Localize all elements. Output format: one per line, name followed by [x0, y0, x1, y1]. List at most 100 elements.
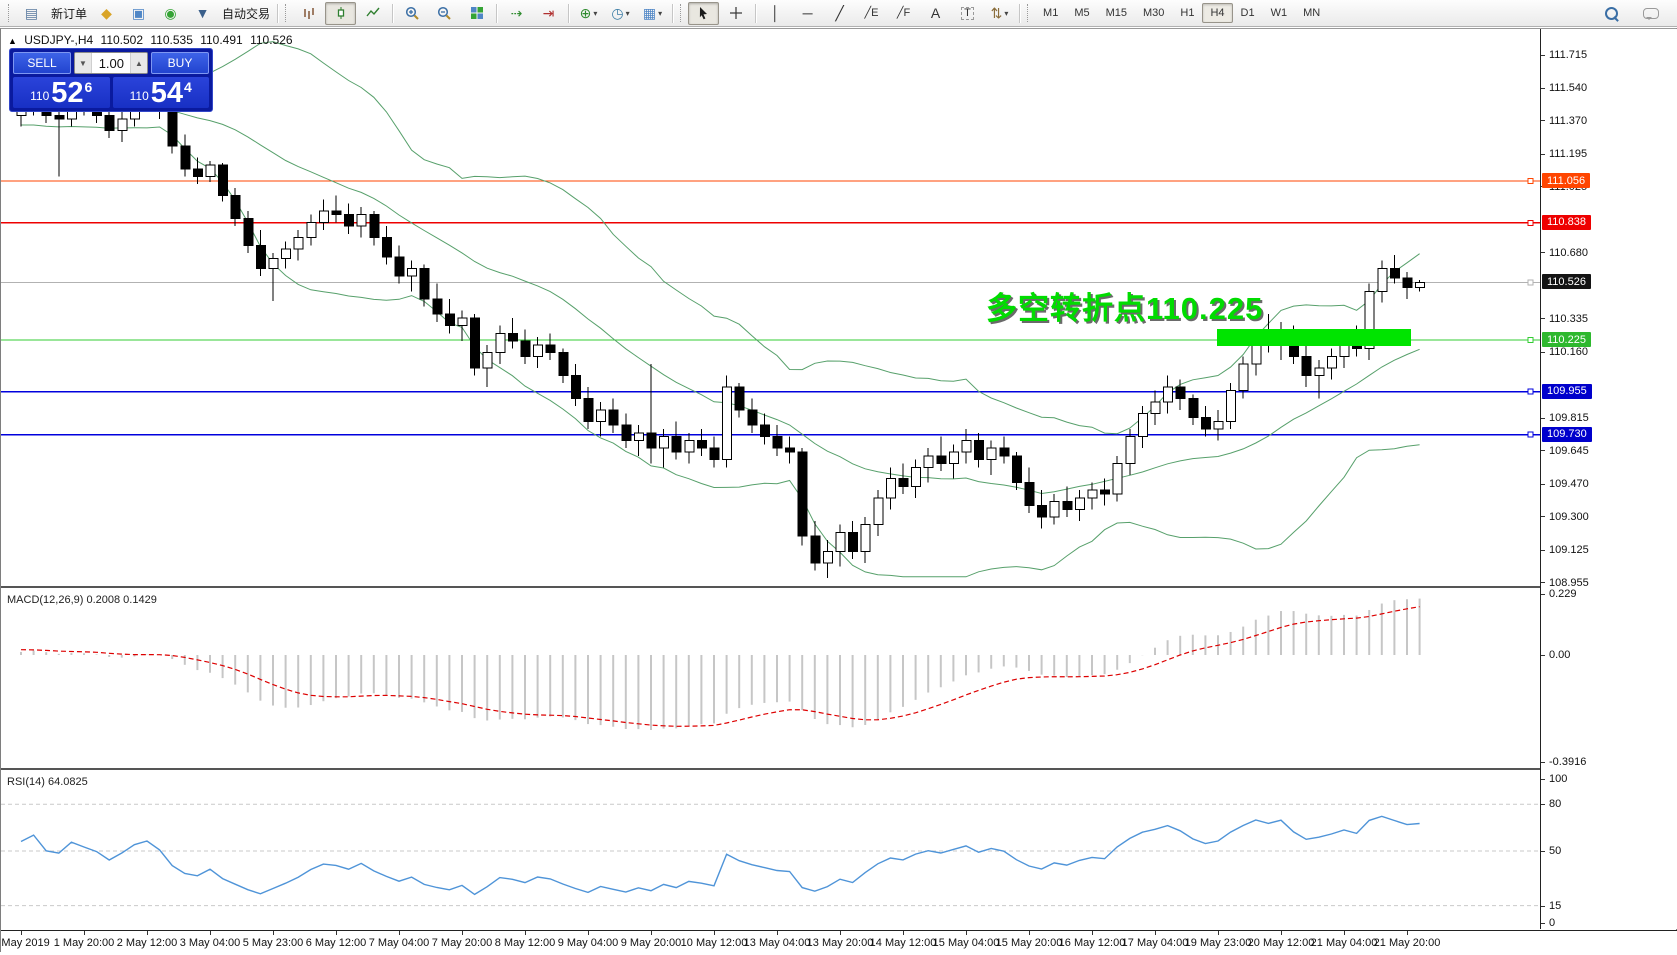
- toolbar-grip: [1027, 4, 1031, 22]
- time-label: 2 May 12:00: [116, 937, 178, 949]
- channel-button[interactable]: ╱E: [856, 2, 887, 25]
- price-chart[interactable]: [1, 29, 1540, 586]
- volume-increase-button[interactable]: ▲: [130, 53, 147, 73]
- price-badge-110.838: 110.838: [1542, 214, 1591, 230]
- timeframe-d1[interactable]: D1: [1240, 7, 1255, 19]
- chat-button[interactable]: [1635, 2, 1666, 25]
- periods-button[interactable]: ◷ ▾: [605, 2, 636, 25]
- candle-bear: [394, 256, 405, 277]
- sell-price-big: 52: [51, 77, 84, 110]
- bollinger-middle-band: [21, 102, 1420, 495]
- macd-panel[interactable]: [1, 590, 1540, 768]
- tile-windows-button[interactable]: [461, 2, 492, 25]
- sell-price-button[interactable]: 110 52 6: [13, 77, 110, 108]
- zoom-out-button[interactable]: [429, 2, 460, 25]
- candle-bear: [785, 447, 796, 453]
- candle-bear: [974, 439, 985, 461]
- candle-bull: [860, 524, 871, 552]
- panel-splitter[interactable]: [1, 768, 1677, 770]
- candle-bull: [1087, 489, 1098, 499]
- terminal-button[interactable]: ▣: [123, 2, 154, 25]
- candle-bull: [495, 332, 506, 353]
- timeframe-m1[interactable]: M1: [1043, 7, 1059, 19]
- volume-decrease-button[interactable]: ▼: [75, 53, 92, 73]
- new-order-label[interactable]: 新订单: [51, 6, 88, 21]
- auto-scroll-icon: ⇢: [510, 5, 523, 21]
- rsi-tick-50: 50: [1541, 844, 1561, 858]
- price-scale[interactable]: 111.715111.540111.370111.195111.025110.6…: [1540, 29, 1677, 929]
- zoom-out-icon: [437, 6, 451, 20]
- line-chart-button[interactable]: [357, 2, 388, 25]
- panel-splitter[interactable]: [1, 586, 1677, 588]
- timeframe-h4[interactable]: H4: [1202, 3, 1233, 23]
- horizontal-line-icon: ─: [802, 5, 813, 21]
- time-tick: [840, 931, 841, 935]
- timeframe-mn[interactable]: MN: [1303, 7, 1321, 19]
- candle-bull: [911, 466, 922, 487]
- candle-bull: [533, 344, 544, 357]
- sell-button[interactable]: SELL: [13, 52, 71, 74]
- time-tick: [525, 931, 526, 935]
- price-tick-109.645: 109.645: [1541, 444, 1589, 458]
- label-button[interactable]: T: [952, 2, 983, 25]
- autotrading-label[interactable]: 自动交易: [222, 6, 271, 21]
- candle-bull: [1049, 501, 1060, 518]
- one-click-trading-panel: SELL ▼ 1.00 ▲ BUY 110 52 6 110 54 4: [9, 48, 213, 112]
- macd-tick-0.00: 0.00: [1541, 648, 1570, 662]
- candle-bear: [936, 455, 947, 464]
- periods-icon: ◷: [611, 5, 624, 21]
- rsi-tick-15: 15: [1541, 899, 1561, 913]
- timeframe-h1[interactable]: H1: [1180, 7, 1195, 19]
- chevron-down-icon: ▾: [625, 8, 630, 18]
- candle-bear: [369, 214, 380, 239]
- buy-button[interactable]: BUY: [151, 52, 209, 74]
- sell-price-prefix: 110: [30, 89, 50, 103]
- buy-price-pip: 4: [184, 79, 192, 95]
- candle-bear: [646, 432, 657, 449]
- candle-bear: [180, 145, 191, 170]
- candle-bear: [230, 195, 241, 220]
- candlestick-chart-button[interactable]: [325, 1, 357, 25]
- signals-button[interactable]: ◉: [155, 2, 186, 25]
- rsi-panel[interactable]: [1, 772, 1540, 929]
- zoom-in-button[interactable]: [397, 2, 428, 25]
- toolbar-separator: [755, 3, 757, 23]
- bar-chart-button[interactable]: [293, 2, 324, 25]
- timeframe-m30[interactable]: M30: [1143, 7, 1165, 19]
- chart-shift-button[interactable]: ⇥: [533, 2, 564, 25]
- time-tick: [777, 931, 778, 935]
- new-order-button[interactable]: ▤: [16, 2, 47, 25]
- cursor-button[interactable]: [688, 1, 720, 25]
- chart-window: ▲ USDJPY-,H4 110.502 110.535 110.491 110…: [0, 28, 1677, 952]
- editor-button[interactable]: ◆: [91, 2, 122, 25]
- terminal-icon: ▣: [131, 5, 146, 21]
- crosshair-button[interactable]: [720, 2, 751, 25]
- auto-scroll-button[interactable]: ⇢: [501, 2, 532, 25]
- buy-price-button[interactable]: 110 54 4: [112, 77, 209, 108]
- candle-bear: [747, 409, 758, 426]
- fibonacci-button[interactable]: ╱F: [888, 2, 919, 25]
- ohlc-close: 110.526: [250, 33, 293, 47]
- horizontal-line-button[interactable]: ─: [792, 2, 823, 25]
- time-tick: [1281, 931, 1282, 935]
- bar-chart-icon: [303, 8, 314, 19]
- trendline-button[interactable]: ╱: [824, 2, 855, 25]
- vertical-line-button[interactable]: │: [760, 2, 791, 25]
- timeframe-w1[interactable]: W1: [1270, 7, 1288, 19]
- arrows-button[interactable]: ⇅ ▾: [984, 2, 1015, 25]
- timeframe-m5[interactable]: M5: [1074, 7, 1090, 19]
- text-button[interactable]: A: [920, 2, 951, 25]
- templates-icon: ▦: [642, 5, 657, 21]
- indicators-button[interactable]: ⊕ ▾: [573, 2, 604, 25]
- timeframe-m15[interactable]: M15: [1105, 7, 1127, 19]
- search-button[interactable]: [1596, 2, 1627, 25]
- templates-button[interactable]: ▦ ▾: [637, 2, 668, 25]
- candle-bear: [1200, 417, 1211, 430]
- candle-bear: [608, 409, 619, 426]
- candle-bull: [457, 317, 468, 327]
- autotrading-button[interactable]: ▼: [187, 2, 218, 25]
- volume-input[interactable]: 1.00: [98, 55, 124, 71]
- candle-bear: [218, 164, 229, 197]
- candle-bull: [633, 432, 644, 441]
